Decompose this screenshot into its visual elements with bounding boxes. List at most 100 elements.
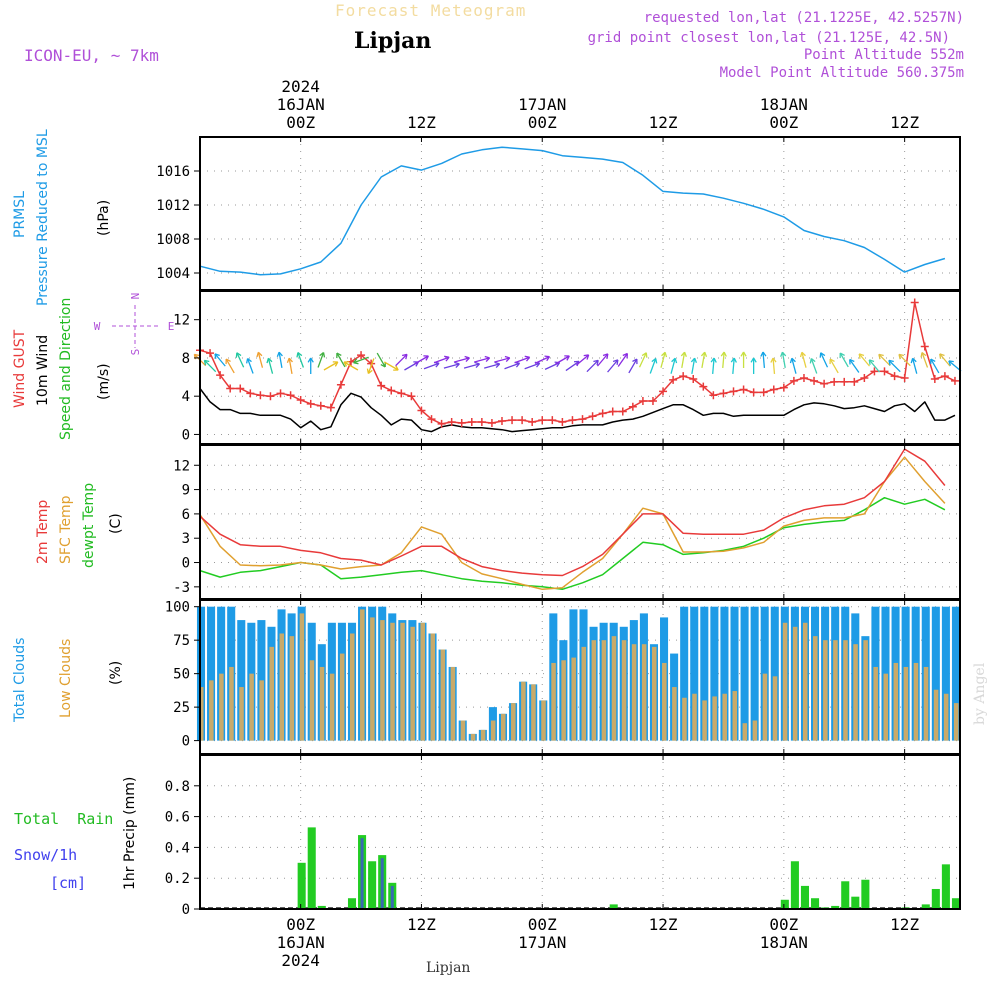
wind-arrow (267, 358, 274, 374)
gust-marker (226, 384, 235, 393)
wind-arrow (597, 353, 609, 367)
low-cloud-bar (279, 633, 285, 741)
wind-arrow-head (819, 352, 826, 358)
wind-arrow (473, 357, 490, 363)
wind-arrow-head (564, 355, 570, 361)
low-cloud-bar (229, 666, 234, 741)
ytick-label-clouds: 100 (165, 600, 190, 616)
low-cloud-bar (792, 626, 798, 741)
ytick-label-pressure: 1008 (156, 232, 190, 248)
wind-arrow (781, 352, 786, 368)
gust-marker (779, 383, 788, 392)
time-label-top: 16JAN (277, 95, 325, 114)
time-label-bottom: 2024 (281, 951, 320, 970)
wind-arrow-head (524, 355, 531, 362)
wind-arrow-head (332, 361, 339, 367)
low-cloud-bar (712, 696, 717, 741)
gust-marker (246, 389, 255, 398)
gust-marker (870, 367, 879, 376)
wind-arrow (888, 359, 901, 373)
wind-arrow-head (888, 359, 894, 366)
wind-arrow (367, 358, 375, 374)
temp-title-dew: dewpt Temp (81, 483, 97, 568)
rain-bar (931, 888, 940, 909)
total-cloud-bar (740, 606, 749, 741)
low-cloud-bar (722, 693, 727, 741)
ytick-label-pressure: 1012 (156, 198, 190, 214)
compass-e: E (168, 320, 175, 333)
wind-title-dir: Speed and Direction (58, 298, 74, 440)
precip-label-snow-unit: [cm] (50, 874, 86, 892)
pressure-title-line1: PRMSL (12, 191, 28, 238)
low-cloud-bar (933, 689, 939, 741)
gust-marker (910, 298, 919, 307)
header-grid: grid point closest lon,lat (21.125E, 42.… (588, 30, 950, 46)
low-cloud-bar (581, 646, 587, 741)
low-cloud-bar (823, 640, 828, 741)
wind-title-gust: Wind GUST (12, 329, 28, 408)
wind-arrow (534, 356, 550, 364)
wind-arrow (638, 352, 647, 368)
ytick-label-precip: 0.2 (165, 871, 190, 887)
gust-marker (387, 386, 396, 395)
low-cloud-bar (490, 720, 496, 741)
low-cloud-bar (772, 676, 778, 741)
gust-marker (528, 418, 537, 427)
gust-marker (850, 377, 859, 386)
wind-arrow (236, 352, 245, 368)
wind-arrow-head (641, 352, 648, 358)
low-cloud-bar (219, 673, 224, 741)
wind-arrow (414, 355, 429, 365)
wind-arrow-head (583, 354, 590, 360)
wind-arrow-head (898, 353, 904, 360)
wind-arrow-head (878, 353, 884, 360)
wind-arrow-head (680, 351, 687, 358)
time-label-top: 17JAN (518, 95, 566, 114)
gust-marker (789, 376, 798, 385)
wind-arrow-head (780, 351, 787, 358)
gust-marker (538, 416, 547, 425)
ytick-label-temperature: 9 (182, 483, 190, 499)
gust-marker (759, 388, 768, 397)
wind-arrow-head (700, 351, 708, 358)
gust-marker (920, 342, 929, 351)
gust-marker (397, 389, 406, 398)
data-layer (193, 146, 962, 909)
wind-compass: N S W E (94, 293, 175, 356)
wind-arrow (524, 362, 540, 370)
low-cloud-bar (511, 703, 516, 741)
low-cloud-bar (682, 697, 687, 741)
low-cloud-bar (500, 713, 506, 741)
precip-label-snow: Snow/1h (14, 846, 77, 864)
low-cloud-bar (360, 609, 365, 741)
low-cloud-bar (420, 622, 425, 741)
gust-marker (679, 372, 688, 381)
low-cloud-bar (531, 684, 536, 741)
wind-arrow (607, 359, 619, 373)
time-label-top: 00Z (528, 113, 557, 132)
ytick-label-clouds: 25 (173, 700, 190, 716)
gust-marker (357, 351, 366, 360)
rain-bar (851, 896, 860, 909)
rain-bar (297, 862, 306, 909)
total-cloud-bar (680, 606, 689, 741)
snow-bar (390, 885, 394, 909)
low-cloud-bar (521, 681, 526, 741)
wind-arrow-head (920, 351, 927, 358)
low-cloud-bar (843, 640, 848, 741)
gust-marker (477, 418, 486, 427)
gust-marker (940, 372, 949, 381)
wind-arrow (586, 359, 599, 373)
axes-layer: 1004 1008 1012 1016 0 4 8 12 -3 0 3 6 9 12 0 25 50 75 100 0… (156, 77, 961, 970)
wind-arrow-head (839, 352, 845, 359)
rain-bar (861, 879, 870, 909)
low-cloud-bar (853, 644, 858, 741)
wind-arrow-head (939, 353, 945, 359)
wind-panel-title: Wind GUST 10m Wind Speed and Direction (… (12, 298, 112, 440)
gust-marker (719, 389, 728, 398)
total-cloud-bar (931, 606, 940, 741)
time-label-top: 2024 (281, 77, 320, 96)
wind-arrow-head (494, 361, 501, 368)
header-location: Lipjan (354, 28, 431, 54)
